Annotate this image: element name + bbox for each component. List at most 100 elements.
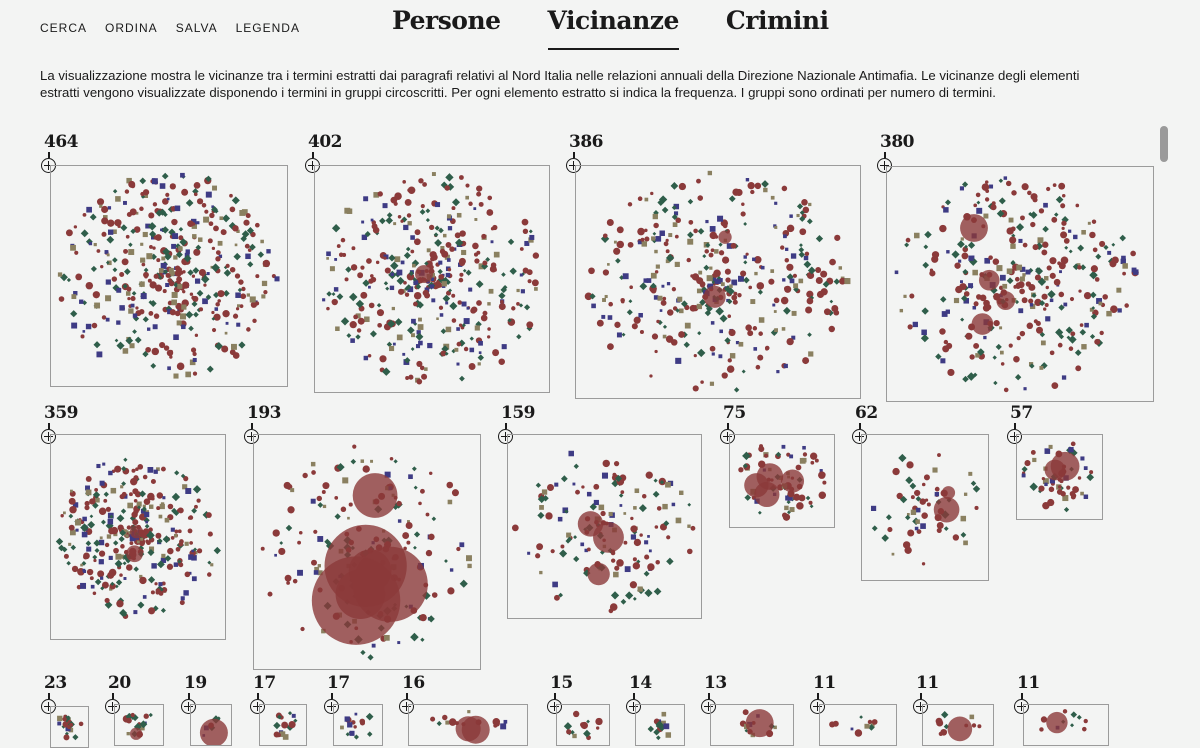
term-diamond[interactable] [247,261,254,268]
term-circle[interactable] [187,528,193,534]
term-square[interactable] [173,373,179,379]
term-circle[interactable] [326,306,330,311]
term-square[interactable] [707,170,713,176]
term-circle[interactable] [654,349,658,354]
term-circle[interactable] [92,591,97,596]
term-circle[interactable] [610,558,616,563]
term-diamond[interactable] [941,711,949,719]
term-circle[interactable] [1040,716,1048,723]
term-circle[interactable] [75,273,83,281]
term-square[interactable] [317,570,323,576]
term-circle[interactable] [190,347,197,353]
term-diamond[interactable] [94,578,102,586]
term-circle[interactable] [693,228,698,234]
term-circle[interactable] [121,491,127,497]
term-circle[interactable] [187,516,192,520]
term-diamond[interactable] [122,561,127,566]
term-square[interactable] [1043,202,1048,208]
term-diamond[interactable] [317,502,324,508]
term-circle[interactable] [447,587,455,595]
term-diamond[interactable] [998,197,1006,205]
term-circle[interactable] [704,249,709,254]
term-square[interactable] [167,366,171,371]
term-circle[interactable] [1021,183,1029,191]
term-diamond[interactable] [148,712,153,718]
term-circle[interactable] [126,717,132,724]
term-circle[interactable] [910,495,915,500]
term-circle[interactable] [627,241,634,248]
term-circle[interactable] [492,718,501,726]
term-circle[interactable] [810,460,815,465]
term-diamond[interactable] [665,253,675,263]
term-circle[interactable] [1060,203,1066,209]
term-square[interactable] [696,288,702,294]
term-square[interactable] [212,185,218,191]
term-diamond[interactable] [537,511,545,519]
term-square[interactable] [729,353,736,359]
term-square[interactable] [127,502,133,509]
term-circle[interactable] [1038,208,1045,214]
term-square[interactable] [403,224,409,231]
term-square[interactable] [441,281,447,287]
term-circle[interactable] [135,306,139,310]
term-circle[interactable] [400,219,404,223]
term-circle[interactable] [754,182,762,190]
term-diamond[interactable] [757,510,762,515]
term-circle[interactable] [130,183,136,188]
term-square[interactable] [191,555,197,561]
term-square[interactable] [393,222,397,226]
term-circle[interactable] [130,477,138,486]
term-diamond[interactable] [815,235,824,243]
term-diamond[interactable] [639,282,648,291]
expand-plus-icon[interactable] [701,699,716,714]
term-square[interactable] [1121,255,1126,261]
term-square[interactable] [313,570,319,575]
term-diamond[interactable] [158,275,163,280]
term-circle[interactable] [1028,283,1036,291]
term-diamond[interactable] [652,490,660,498]
term-square[interactable] [1087,221,1091,225]
term-circle[interactable] [159,341,166,349]
term-diamond[interactable] [110,581,115,586]
term-circle[interactable] [152,202,158,207]
term-square[interactable] [112,229,117,234]
term-square[interactable] [1120,258,1126,265]
term-square[interactable] [643,278,648,283]
term-square[interactable] [467,710,471,714]
term-circle[interactable] [151,347,160,356]
term-square[interactable] [172,233,179,240]
term-circle[interactable] [755,364,761,370]
term-square[interactable] [1019,276,1025,282]
term-circle[interactable] [768,278,775,285]
term-circle[interactable] [152,246,156,250]
term-square[interactable] [616,332,622,338]
term-circle[interactable] [892,467,900,476]
term-square[interactable] [652,213,658,220]
term-circle[interactable] [1068,346,1074,351]
term-circle[interactable] [1079,323,1084,327]
term-circle[interactable] [1013,284,1018,289]
term-square[interactable] [719,329,724,334]
term-square[interactable] [424,367,428,371]
term-square[interactable] [943,207,949,213]
term-circle[interactable] [420,488,425,494]
term-circle[interactable] [107,219,115,227]
term-circle[interactable] [519,247,524,251]
term-diamond[interactable] [683,341,690,348]
term-diamond[interactable] [376,303,382,308]
term-square[interactable] [151,563,157,569]
term-circle[interactable] [419,365,425,371]
term-circle[interactable] [126,525,132,530]
term-circle[interactable] [65,229,73,237]
term-circle[interactable] [446,481,454,489]
term-diamond[interactable] [427,615,435,623]
term-circle[interactable] [1033,319,1038,324]
term-circle[interactable] [83,552,90,560]
term-square[interactable] [903,294,907,298]
term-circle[interactable] [372,226,380,234]
term-circle[interactable] [793,493,801,501]
term-square[interactable] [490,240,494,244]
term-square[interactable] [394,256,401,263]
term-circle[interactable] [692,385,699,392]
term-square[interactable] [149,546,155,552]
